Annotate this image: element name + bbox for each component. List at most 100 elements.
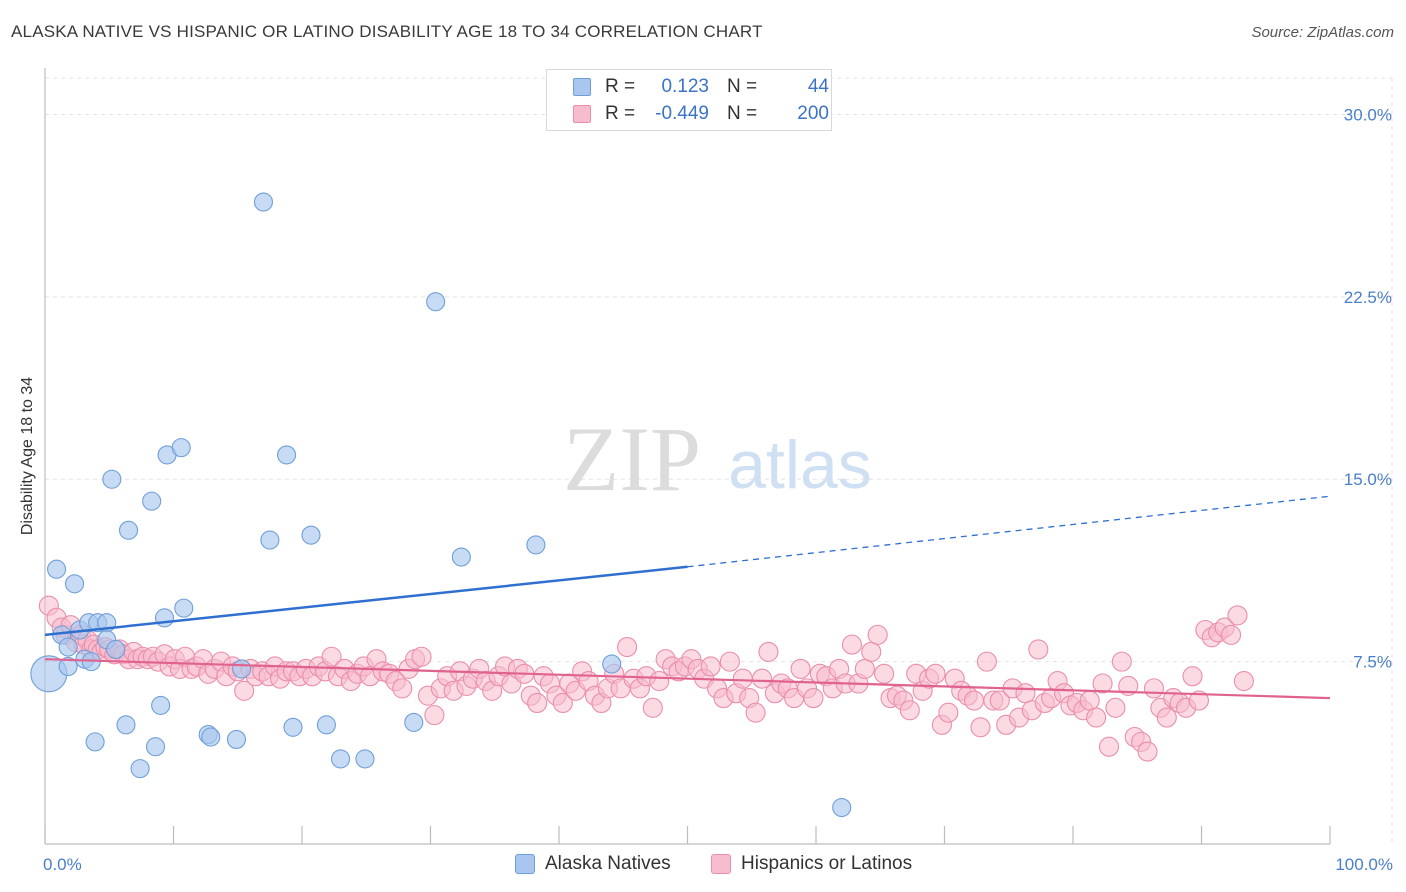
hispanic-point <box>617 636 638 658</box>
hispanic-point <box>1118 675 1139 696</box>
hispanic-point <box>758 641 779 662</box>
legend-n-value: 200 <box>797 103 829 124</box>
alaska-point <box>142 491 162 511</box>
alaska-point <box>526 535 546 555</box>
hispanic-point <box>874 663 895 684</box>
hispanic-point <box>649 671 670 692</box>
hispanic-point <box>1227 605 1248 626</box>
hispanic-point <box>1188 690 1209 711</box>
alaska-point <box>85 732 105 752</box>
alaska-point <box>171 438 191 458</box>
y-tick-label: 30.0% <box>1344 105 1392 124</box>
alaska-point <box>116 715 136 735</box>
hispanic-point <box>1015 683 1036 704</box>
alaska-point <box>106 639 126 660</box>
alaska-point <box>832 797 852 818</box>
legend-n-label: N = <box>727 103 758 124</box>
x-tick-label: 0.0% <box>43 855 82 874</box>
hispanic-point <box>925 663 946 684</box>
hispanic-point <box>1111 651 1132 672</box>
alaska-points <box>30 192 852 818</box>
tick-labels: 7.5% 15.0% 22.5% 30.0% 0.0% 100.0% <box>43 105 1393 874</box>
hispanic-point <box>964 690 985 711</box>
alaska-point <box>65 574 85 594</box>
alaska-point <box>602 654 622 674</box>
hispanic-point <box>1098 736 1120 757</box>
alaska-point <box>102 469 122 489</box>
hispanic-point <box>1105 697 1126 718</box>
alaska-point <box>253 192 274 212</box>
hispanic-point <box>1086 707 1107 728</box>
bottom-legend-label-hispanic: Hispanics or Latinos <box>741 853 913 874</box>
alaska-trendline <box>44 565 688 637</box>
alaska-point <box>260 530 280 550</box>
alaska-point <box>58 637 78 657</box>
hispanic-points <box>38 595 1254 762</box>
hispanic-point <box>854 658 875 679</box>
legend-r-label: R = <box>605 103 636 124</box>
hispanic-point <box>938 702 959 723</box>
y-tick-label: 15.0% <box>1344 470 1392 489</box>
hispanic-point <box>321 646 342 667</box>
hispanic-point <box>970 717 991 738</box>
hispanic-point <box>1233 671 1254 692</box>
legend-swatch-hispanic <box>573 105 591 123</box>
bottom-legend-swatch-hispanic <box>711 854 731 874</box>
bottom-legend-alaska: Alaska Natives <box>515 852 671 876</box>
hispanic-point <box>745 702 766 723</box>
alaska-point <box>151 695 171 715</box>
hispanic-point <box>719 651 740 672</box>
hispanic-point <box>1079 690 1100 711</box>
hispanic-point <box>234 680 255 701</box>
hispanic-point <box>392 678 413 699</box>
hispanic-point <box>411 646 432 667</box>
source-label: Source: ZipAtlas.com <box>1251 24 1394 41</box>
bottom-legend-label-alaska: Alaska Natives <box>545 853 671 874</box>
alaska-point <box>118 520 139 540</box>
hispanic-point <box>424 705 445 726</box>
hispanic-point <box>803 688 824 709</box>
alaska-point <box>58 656 78 677</box>
axes <box>44 68 1331 845</box>
alaska-trendline-extrapolated <box>687 495 1331 568</box>
alaska-point <box>145 737 166 757</box>
alaska-point <box>330 749 351 769</box>
legend-r-value: 0.123 <box>661 76 709 97</box>
alaska-point <box>226 729 247 749</box>
hispanic-point <box>642 697 663 718</box>
hispanic-point <box>989 690 1010 711</box>
bottom-legend-swatch-alaska <box>515 854 535 874</box>
hispanic-point <box>1092 673 1113 694</box>
legend-swatch-alaska <box>573 78 591 96</box>
alaska-point <box>426 292 446 312</box>
watermark-atlas: atlas <box>728 427 872 503</box>
alaska-point <box>174 598 194 618</box>
hispanic-point <box>976 651 997 672</box>
x-tick-label: 100.0% <box>1335 855 1393 874</box>
alaska-point <box>283 717 303 737</box>
hispanic-point <box>1156 707 1177 728</box>
chart-title: ALASKA NATIVE VS HISPANIC OR LATINO DISA… <box>11 22 763 41</box>
alaska-point <box>154 608 175 628</box>
alaska-point <box>301 525 321 545</box>
legend-r-value: -0.449 <box>655 103 709 124</box>
alaska-point <box>232 659 252 679</box>
y-tick-label: 7.5% <box>1353 653 1392 672</box>
hispanic-point <box>527 692 548 714</box>
watermark-zip: ZIP <box>563 408 701 510</box>
hispanic-point <box>1221 624 1242 645</box>
hispanic-point <box>552 692 573 714</box>
hispanic-point <box>790 658 811 679</box>
hispanic-point <box>1143 678 1165 699</box>
hispanic-trendline <box>44 658 1331 700</box>
hispanic-point <box>700 656 721 677</box>
alaska-point <box>451 547 471 567</box>
alaska-point <box>355 749 375 769</box>
hispanic-point <box>751 668 773 689</box>
trendlines <box>44 495 1331 700</box>
hispanic-point <box>861 641 882 662</box>
bottom-legend-hispanic: Hispanics or Latinos <box>711 852 912 876</box>
watermark: ZIP atlas <box>563 408 872 510</box>
alaska-point <box>277 445 297 465</box>
